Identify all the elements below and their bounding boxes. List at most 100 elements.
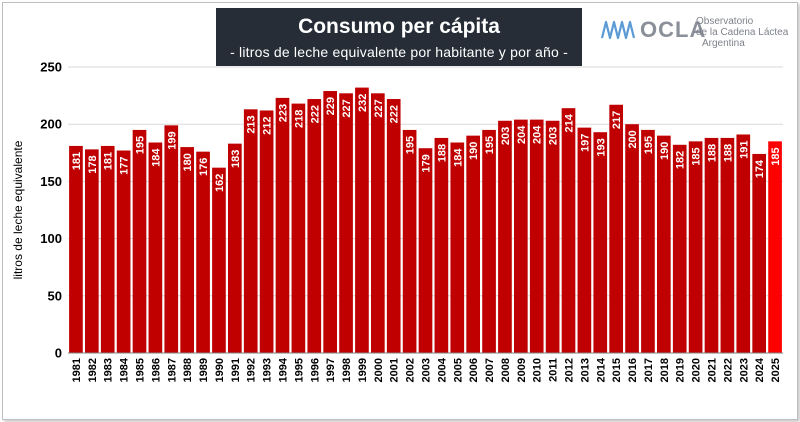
bar xyxy=(100,145,115,353)
bar xyxy=(243,109,258,353)
bar-value-label: 227 xyxy=(373,99,385,117)
bar-value-label: 197 xyxy=(579,134,591,152)
milk-drop-icon xyxy=(600,20,636,40)
bar xyxy=(434,137,449,353)
x-tick-label: 1997 xyxy=(325,358,337,382)
y-tick-label: 0 xyxy=(55,346,62,361)
bar-value-label: 212 xyxy=(262,116,274,134)
bar xyxy=(720,137,735,353)
bar xyxy=(704,137,719,353)
logo-line-3: Argentina xyxy=(702,38,745,49)
x-tick-label: 1985 xyxy=(135,358,147,382)
bar xyxy=(386,99,401,353)
bar xyxy=(529,119,544,354)
bar-value-label: 190 xyxy=(659,142,671,160)
bar xyxy=(339,93,353,353)
y-tick-label: 250 xyxy=(40,60,62,75)
x-tick-label: 1991 xyxy=(230,358,242,382)
bar xyxy=(752,153,766,353)
bar-value-label: 191 xyxy=(738,140,750,158)
bar xyxy=(688,141,703,353)
bar-value-label: 200 xyxy=(627,130,639,148)
bars xyxy=(69,87,782,354)
bar xyxy=(625,124,639,353)
bar-value-label: 227 xyxy=(341,99,353,117)
bar-value-label: 195 xyxy=(405,136,417,154)
chart-subtitle: - litros de leche equivalente por habita… xyxy=(230,44,568,60)
x-tick-label: 2020 xyxy=(691,358,703,382)
bar xyxy=(641,129,655,353)
bar-value-label: 195 xyxy=(643,136,655,154)
bar xyxy=(132,129,147,353)
x-tick-label: 2023 xyxy=(738,358,750,382)
bar-value-label: 185 xyxy=(691,147,703,165)
bar xyxy=(498,120,512,353)
x-tick-label: 2001 xyxy=(389,358,401,382)
x-tick-label: 2004 xyxy=(436,357,448,382)
bar-value-label: 182 xyxy=(675,151,687,169)
x-tick-label: 2000 xyxy=(373,358,385,382)
x-tick-label: 2013 xyxy=(579,358,591,382)
x-tick-label: 2019 xyxy=(675,358,687,382)
x-tick-label: 2006 xyxy=(468,358,480,382)
bar-value-label: 178 xyxy=(87,155,99,173)
bar xyxy=(593,132,608,353)
bar xyxy=(482,129,496,353)
bar xyxy=(212,167,226,353)
bar-value-label: 214 xyxy=(564,113,576,132)
bar-value-label: 188 xyxy=(707,144,719,162)
bar-value-label: 184 xyxy=(150,148,162,167)
bar-value-label: 180 xyxy=(182,153,194,171)
x-tick-label: 2021 xyxy=(707,358,719,382)
bar-value-label: 203 xyxy=(500,127,512,145)
x-tick-label: 2014 xyxy=(595,357,607,382)
chart-title: Consumo per cápita xyxy=(298,15,500,38)
bar xyxy=(609,104,623,353)
bar xyxy=(228,143,242,353)
bar-value-label: 188 xyxy=(436,144,448,162)
logo-line-1: Observatorio xyxy=(696,16,754,27)
bar xyxy=(577,127,592,354)
bar xyxy=(275,97,290,353)
x-tick-label: 2008 xyxy=(500,358,512,382)
y-axis-label: litros de leche equivalente xyxy=(11,140,25,279)
y-tick-label: 150 xyxy=(40,174,62,189)
bar xyxy=(180,147,194,353)
bar-value-label: 204 xyxy=(516,125,528,144)
bar-value-label: 223 xyxy=(278,104,290,122)
x-tick-label: 2009 xyxy=(516,358,528,382)
bar xyxy=(561,108,576,354)
bar-value-label: 185 xyxy=(770,147,782,165)
bar-value-label: 188 xyxy=(722,144,734,162)
x-tick-label: 1990 xyxy=(214,358,226,382)
bar xyxy=(196,151,210,353)
bar xyxy=(672,144,687,353)
bar-value-label: 232 xyxy=(357,94,369,112)
x-axis-ticks: 1981 1982 1983 1984 1985 1986 1987 1988 1989 1990… xyxy=(71,357,782,382)
x-tick-label: 1988 xyxy=(182,358,194,382)
x-tick-label: 1986 xyxy=(150,358,162,382)
bar-value-label: 195 xyxy=(484,136,496,154)
bar-value-label: 181 xyxy=(71,152,83,170)
x-tick-label: 1989 xyxy=(198,358,210,382)
bar xyxy=(291,103,306,353)
x-tick-label: 2002 xyxy=(405,358,417,382)
x-tick-label: 2017 xyxy=(643,358,655,382)
bar xyxy=(307,99,322,353)
bar-value-label: 183 xyxy=(230,150,242,168)
bar xyxy=(514,119,528,354)
x-tick-label: 1998 xyxy=(341,358,353,382)
x-tick-label: 2007 xyxy=(484,358,496,382)
y-tick-label: 100 xyxy=(40,231,62,246)
y-tick-label: 50 xyxy=(48,288,62,303)
bar xyxy=(371,93,385,353)
x-tick-label: 1983 xyxy=(103,358,115,382)
bar-value-label: 162 xyxy=(214,174,226,192)
bar-value-label: 195 xyxy=(135,136,147,154)
bar xyxy=(355,87,369,353)
bar xyxy=(418,148,433,353)
x-tick-label: 1999 xyxy=(357,358,369,382)
x-tick-label: 1987 xyxy=(166,358,178,382)
bar-value-label: 176 xyxy=(198,158,210,176)
x-tick-label: 2012 xyxy=(564,358,576,382)
